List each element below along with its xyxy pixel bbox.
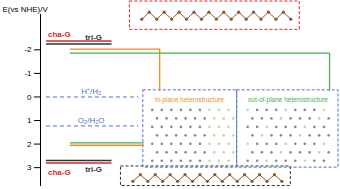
svg-text:-1: -1 [24,69,32,78]
svg-text:-2: -2 [24,45,32,54]
svg-text:H⁺/H₂: H⁺/H₂ [81,87,101,96]
svg-text:cha-G: cha-G [48,30,71,39]
svg-text:out-of-plane heterostructure: out-of-plane heterostructure [248,96,329,104]
svg-text:1: 1 [27,116,32,125]
svg-text:in-plane heterostructure: in-plane heterostructure [155,96,224,104]
svg-text:O₂/H₂O: O₂/H₂O [78,116,105,125]
svg-text:tri-G: tri-G [85,165,102,174]
svg-text:cha-G: cha-G [48,167,71,176]
svg-text:2: 2 [27,140,32,149]
svg-text:0: 0 [27,93,32,102]
svg-text:3: 3 [27,163,32,172]
svg-text:tri-G: tri-G [85,33,102,42]
svg-text:E(vs NHE)/V: E(vs NHE)/V [3,5,49,14]
